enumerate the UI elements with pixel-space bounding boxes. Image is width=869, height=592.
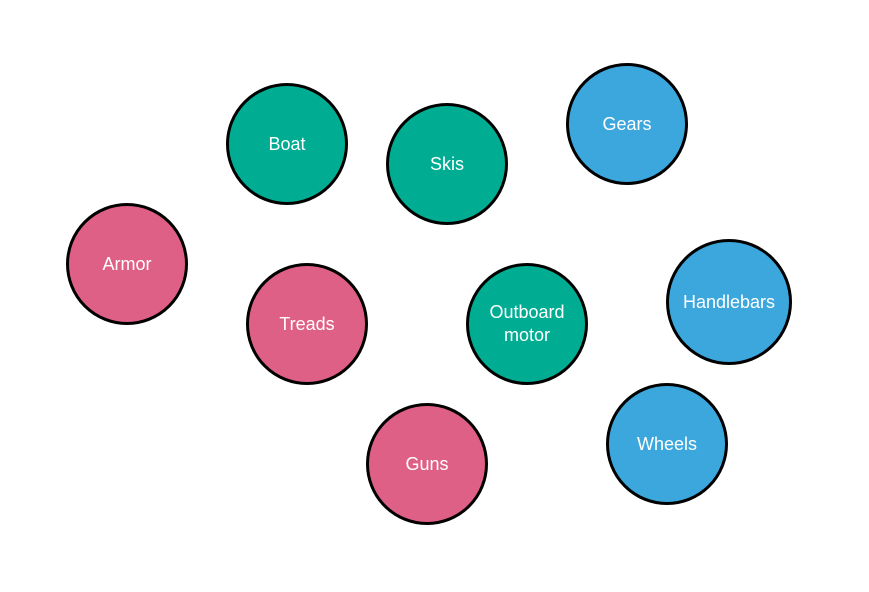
node-handlebars[interactable]: Handlebars [666,239,792,365]
node-skis[interactable]: Skis [386,103,508,225]
node-treads[interactable]: Treads [246,263,368,385]
node-armor[interactable]: Armor [66,203,188,325]
node-label-armor: Armor [102,253,152,274]
node-label-gears: Gears [602,113,652,134]
node-wheels[interactable]: Wheels [606,383,728,505]
node-label-outboard-motor: Outboard motor [489,302,565,345]
node-guns[interactable]: Guns [366,403,488,525]
node-label-skis: Skis [429,153,464,174]
node-label-wheels: Wheels [636,433,698,454]
node-label-treads: Treads [279,313,335,334]
node-gears[interactable]: Gears [566,63,688,185]
node-label-handlebars: Handlebars [682,291,776,312]
node-boat[interactable]: Boat [226,83,348,205]
node-label-boat: Boat [268,133,306,154]
node-label-guns: Guns [405,453,449,474]
node-outboard-motor[interactable]: Outboard motor [466,263,588,385]
